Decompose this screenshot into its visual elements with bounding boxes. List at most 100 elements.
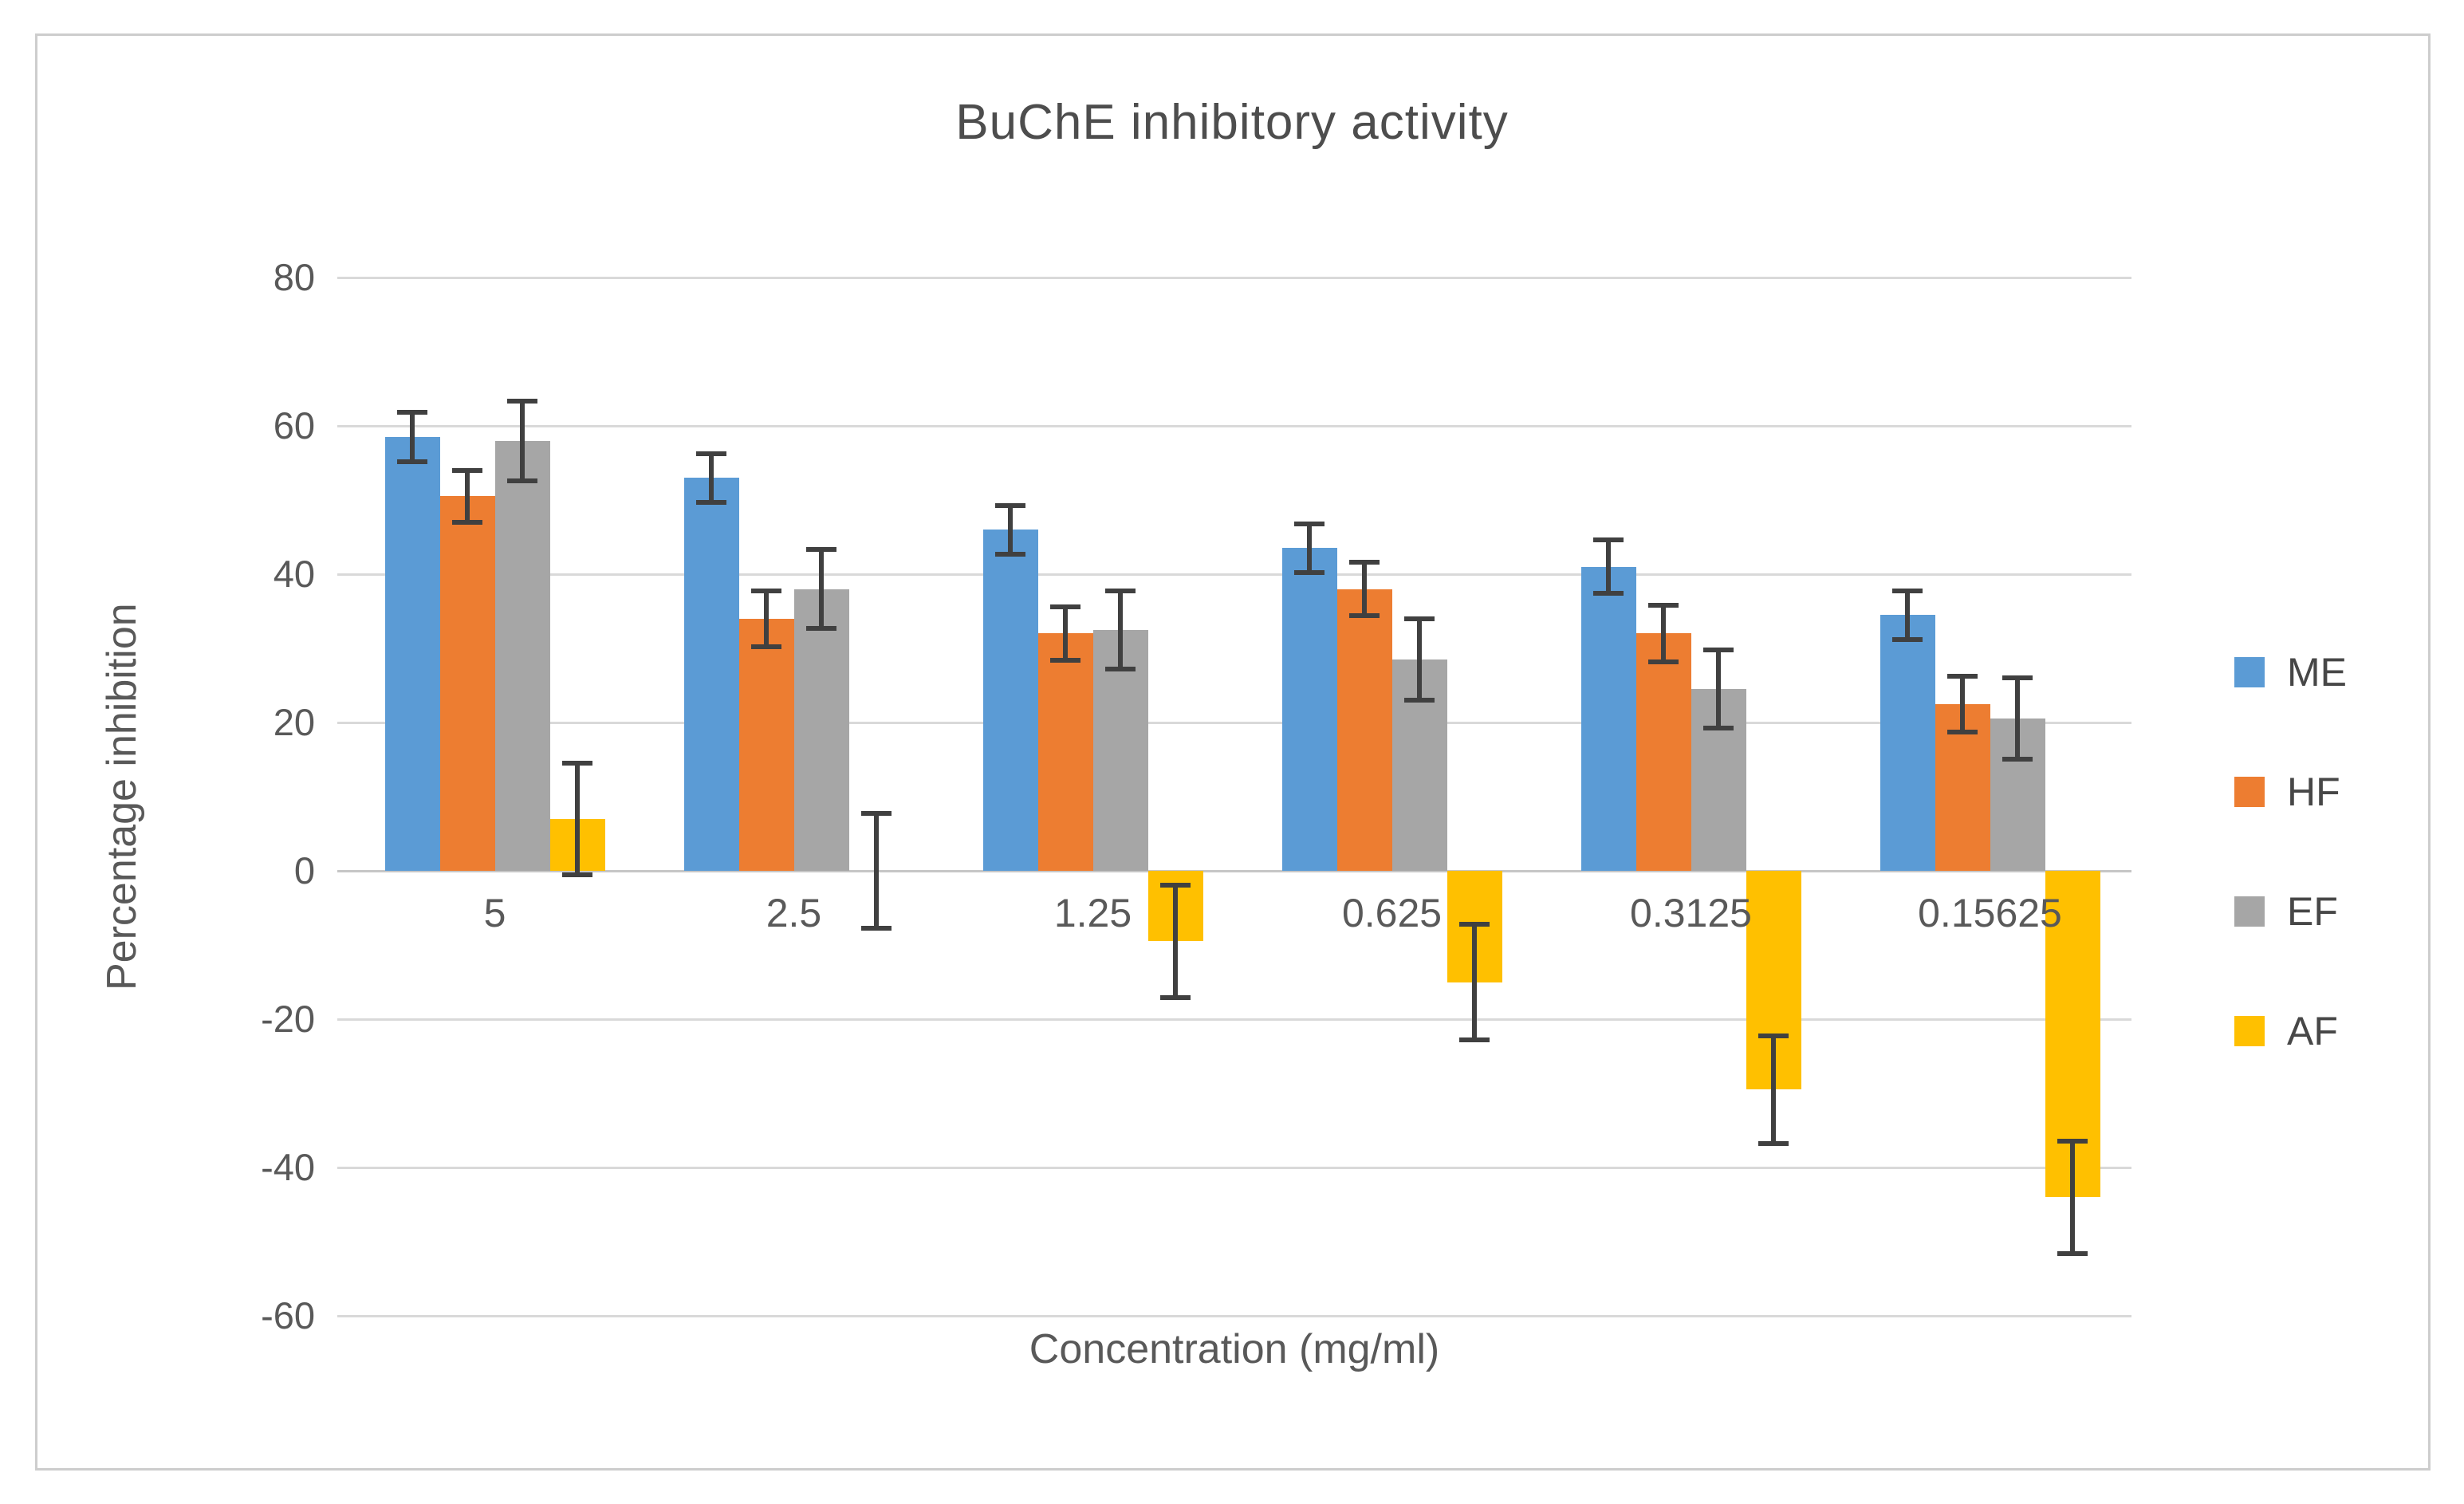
error-bar-cap-HF-0.15625	[1947, 729, 1978, 734]
error-bar-HF-0.625	[1362, 561, 1367, 617]
error-bar-cap-ME-0.3125	[1593, 591, 1624, 596]
error-bar-cap-AF-5	[562, 872, 592, 877]
legend-label-ME: ME	[2287, 650, 2347, 695]
error-bar-AF-5	[575, 762, 580, 876]
error-bar-cap-ME-1.25	[995, 551, 1025, 557]
error-bar-cap-AF-0.3125	[1758, 1033, 1789, 1038]
bar-HF-0.3125	[1635, 633, 1691, 871]
error-bar-cap-HF-1.25	[1050, 657, 1080, 663]
gridline-20	[337, 722, 2131, 724]
error-bar-ME-5	[410, 411, 415, 463]
error-bar-cap-EF-0.15625	[2002, 675, 2033, 681]
x-category-label-2.5: 2.5	[766, 891, 822, 935]
error-bar-EF-1.25	[1118, 589, 1123, 671]
error-bar-cap-AF-1.25	[1160, 882, 1191, 888]
error-bar-HF-0.15625	[1960, 674, 1965, 734]
bar-HF-1.25	[1037, 633, 1093, 871]
bar-ME-5	[384, 436, 440, 871]
error-bar-cap-HF-0.625	[1349, 560, 1380, 565]
bar-ME-0.15625	[1879, 615, 1935, 871]
legend: ME HF EF AF	[2234, 649, 2347, 1054]
error-bar-cap-AF-2.5	[861, 810, 892, 816]
gridline--40	[337, 1167, 2131, 1169]
error-bar-cap-AF-0.625	[1459, 1037, 1490, 1042]
y-tick-label-0: 0	[293, 849, 315, 892]
error-bar-cap-ME-2.5	[696, 451, 726, 456]
error-bar-cap-HF-2.5	[751, 644, 781, 649]
error-bar-cap-ME-0.15625	[1892, 588, 1923, 593]
gridline-60	[337, 425, 2131, 427]
error-bar-ME-2.5	[709, 451, 714, 504]
error-bar-HF-0.3125	[1661, 604, 1666, 663]
error-bar-cap-EF-2.5	[806, 547, 836, 553]
error-bar-cap-HF-2.5	[751, 588, 781, 593]
bar-EF-2.5	[793, 589, 849, 871]
error-bar-AF-0.3125	[1771, 1034, 1776, 1146]
bar-HF-5	[439, 496, 495, 871]
plot-area: 5 2.5 1.25 0.625 0.3125 0.15625	[337, 277, 2131, 1317]
error-bar-cap-EF-0.625	[1404, 616, 1435, 621]
bar-ME-0.3125	[1580, 566, 1636, 871]
legend-item-EF: EF	[2234, 888, 2347, 935]
error-bar-HF-1.25	[1063, 605, 1068, 662]
error-bar-HF-5	[465, 468, 470, 524]
x-category-label-1.25: 1.25	[1053, 891, 1132, 935]
y-tick-label-20: 20	[273, 701, 315, 743]
y-tick-label--60: -60	[261, 1294, 315, 1337]
error-bar-cap-AF-5	[562, 761, 592, 766]
gridline--60	[337, 1315, 2131, 1317]
y-tick-label-80: 80	[273, 256, 315, 298]
error-bar-cap-ME-0.3125	[1593, 537, 1624, 543]
gridline-80	[337, 277, 2131, 279]
error-bar-cap-AF-0.15625	[2057, 1138, 2088, 1144]
error-bar-EF-0.3125	[1716, 648, 1721, 730]
error-bar-cap-ME-0.625	[1294, 570, 1324, 575]
y-axis-title: Percentage inhibition	[99, 603, 145, 990]
error-bar-cap-HF-1.25	[1050, 604, 1080, 610]
error-bar-cap-EF-0.3125	[1703, 726, 1734, 731]
error-bar-cap-ME-2.5	[696, 499, 726, 505]
bar-EF-5	[494, 440, 550, 871]
error-bar-cap-AF-1.25	[1160, 994, 1191, 1000]
error-bar-cap-ME-5	[397, 410, 427, 415]
x-category-label-0.15625: 0.15625	[1918, 891, 2062, 935]
legend-item-AF: AF	[2234, 1008, 2347, 1054]
error-bar-cap-HF-5	[452, 467, 482, 473]
error-bar-EF-0.15625	[2015, 676, 2020, 762]
error-bar-cap-AF-0.3125	[1758, 1141, 1789, 1147]
y-tick-label--20: -20	[261, 998, 315, 1040]
legend-swatch-HF	[2234, 777, 2265, 807]
gridline--20	[337, 1018, 2131, 1021]
error-bar-AF-2.5	[874, 811, 879, 931]
error-bar-cap-EF-0.15625	[2002, 757, 2033, 762]
error-bar-ME-1.25	[1008, 503, 1013, 556]
legend-label-HF: HF	[2287, 770, 2340, 814]
error-bar-ME-0.625	[1307, 522, 1312, 574]
error-bar-EF-0.625	[1417, 616, 1422, 702]
error-bar-ME-0.3125	[1606, 538, 1611, 596]
x-axis-title: Concentration (mg/ml)	[1029, 1326, 1440, 1372]
error-bar-ME-0.15625	[1905, 589, 1910, 641]
error-bar-cap-EF-0.625	[1404, 697, 1435, 703]
gridline-40	[337, 573, 2131, 576]
legend-swatch-EF	[2234, 896, 2265, 927]
chart-title: BuChE inhibitory activity	[955, 95, 1509, 150]
legend-label-AF: AF	[2287, 1009, 2338, 1053]
x-category-label-0.625: 0.625	[1341, 891, 1443, 935]
error-bar-cap-AF-2.5	[861, 926, 892, 931]
bar-HF-2.5	[738, 618, 794, 871]
error-bar-AF-0.15625	[2070, 1139, 2075, 1255]
error-bar-cap-EF-2.5	[806, 625, 836, 631]
error-bar-AF-1.25	[1173, 883, 1178, 999]
error-bar-cap-HF-0.3125	[1648, 659, 1679, 664]
legend-item-ME: ME	[2234, 649, 2347, 695]
figure-border	[35, 33, 2431, 1471]
y-tick-label-60: 60	[273, 404, 315, 447]
error-bar-cap-EF-1.25	[1105, 666, 1136, 671]
error-bar-cap-EF-0.3125	[1703, 648, 1734, 652]
error-bar-cap-ME-1.25	[995, 502, 1025, 508]
error-bar-cap-EF-5	[507, 478, 537, 483]
error-bar-cap-AF-0.625	[1459, 922, 1490, 927]
error-bar-EF-2.5	[819, 548, 824, 630]
